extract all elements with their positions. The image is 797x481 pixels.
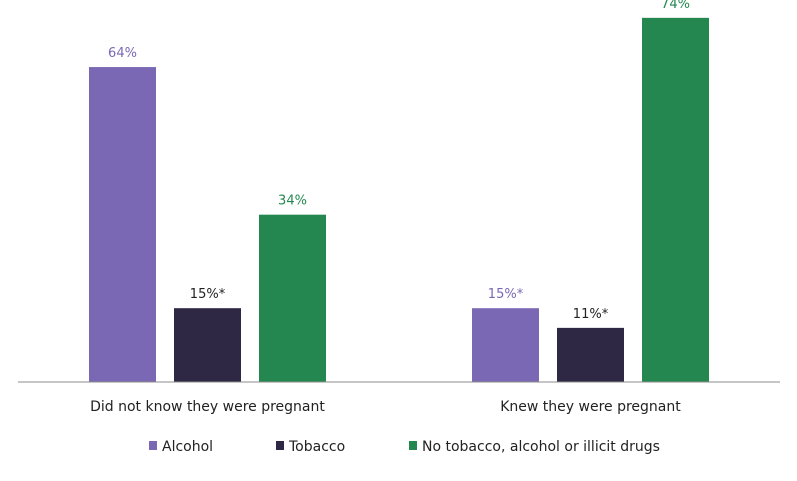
bar-tobacco-did-not-know-they-were-pregnant — [174, 308, 241, 382]
bar-alcohol-did-not-know-they-were-pregnant — [89, 67, 156, 382]
legend-label-tobacco: Tobacco — [288, 439, 345, 455]
bar-no-tobacco-alcohol-or-illicit-drugs-knew-they-were-pregnant — [642, 17, 709, 383]
bar-no-tobacco-alcohol-or-illicit-drugs-did-not-know-they-were-pregnant — [259, 214, 326, 382]
data-label-tobacco-did-not-know-they-were-pregnant: 15%* — [190, 287, 226, 302]
data-label-alcohol-knew-they-were-pregnant: 15%* — [488, 287, 524, 302]
data-label-tobacco-knew-they-were-pregnant: 11%* — [573, 307, 609, 322]
legend: Alcohol Tobacco No tobacco, alcohol or ill… — [149, 439, 660, 455]
data-label-no-tobacco-alcohol-or-illicit-drugs-knew-they-were-pregnant: 74% — [661, 0, 690, 12]
category-label-knew-they-were-pregnant: Knew they were pregnant — [500, 399, 681, 415]
bars-layer — [89, 17, 709, 383]
category-labels-layer: Did not know they were pregnant Knew they… — [90, 399, 681, 415]
category-label-did-not-know-they-were-pregnant: Did not know they were pregnant — [90, 399, 325, 415]
data-label-no-tobacco-alcohol-or-illicit-drugs-did-not-know-they-were-pregnant: 34% — [278, 194, 307, 209]
data-labels-layer: 64% 15%* 34% 15%* 11%* 74% — [108, 0, 690, 322]
legend-label-no-tobacco-alcohol-or-illicit-drugs: No tobacco, alcohol or illicit drugs — [422, 439, 660, 455]
bar-alcohol-knew-they-were-pregnant — [472, 308, 539, 382]
legend-swatch-tobacco — [276, 441, 284, 450]
data-label-alcohol-did-not-know-they-were-pregnant: 64% — [108, 46, 137, 61]
legend-label-alcohol: Alcohol — [162, 439, 213, 455]
bar-tobacco-knew-they-were-pregnant — [557, 327, 624, 382]
legend-swatch-alcohol — [149, 441, 157, 450]
legend-swatch-no-tobacco-alcohol-or-illicit-drugs — [409, 441, 417, 450]
